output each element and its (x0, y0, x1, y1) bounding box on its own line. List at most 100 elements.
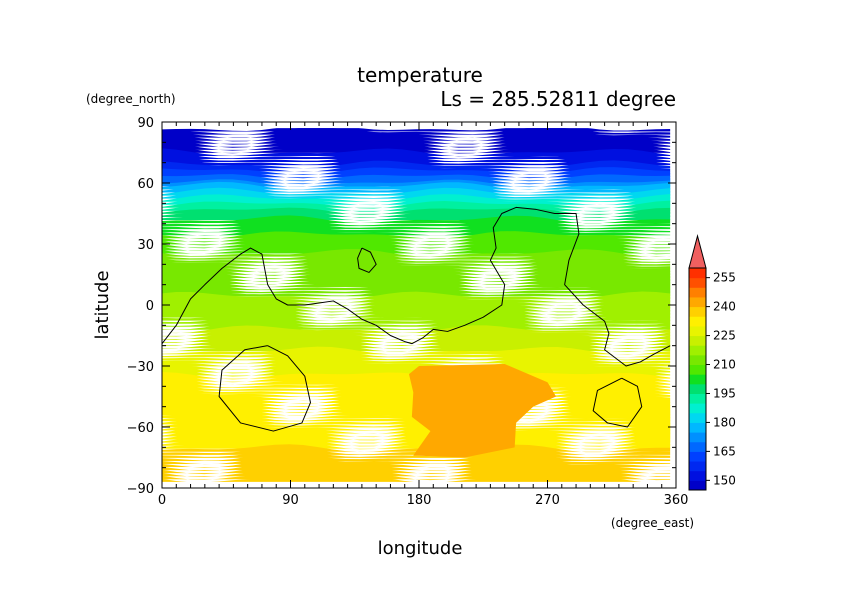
x-tick-label: 0 (158, 493, 166, 508)
colorbar-segment (689, 345, 706, 356)
temperature-band (162, 310, 671, 319)
colorbar-segment (689, 287, 706, 298)
y-tick-label: 90 (137, 116, 154, 131)
temperature-band (162, 254, 671, 263)
y-axis-label: latitude (92, 270, 113, 339)
colorbar-segment (689, 325, 706, 337)
temperature-band (162, 148, 671, 157)
colorbar-segment (689, 393, 706, 404)
colorbar-segment (689, 383, 706, 394)
temperature-band (162, 151, 671, 160)
temperature-band (162, 251, 671, 260)
temperature-band (162, 145, 671, 154)
colorbar-segment (689, 364, 706, 375)
temperature-band (162, 313, 671, 322)
chart-title: temperature (357, 63, 483, 87)
temperature-band (162, 422, 671, 431)
colorbar-segment (689, 403, 706, 414)
temperature-band (162, 316, 671, 324)
temperature-band (162, 319, 671, 327)
y-units-label: (degree_north) (86, 92, 176, 106)
temperature-band (162, 268, 671, 276)
temperature-band (162, 475, 641, 482)
warm-region-patch (409, 363, 557, 458)
colorbar-extend-arrow (688, 234, 707, 269)
colorbar-segment (689, 306, 706, 317)
colorbar-segment (689, 374, 706, 385)
x-units-label: (degree_east) (611, 516, 694, 530)
y-tick-label: 0 (146, 299, 154, 314)
colorbar-segment (689, 441, 706, 452)
colorbar-segment (689, 461, 706, 472)
colorbar-segment (689, 335, 706, 346)
colorbar-tick-label: 210 (713, 358, 736, 372)
colorbar-segment (689, 296, 706, 308)
x-tick-label: 180 (407, 493, 432, 508)
colorbar-tick-label: 195 (713, 386, 736, 400)
temperature-band (162, 249, 671, 257)
colorbar-segment (689, 354, 706, 366)
temperature-band (162, 307, 671, 316)
temperature-field (162, 128, 671, 482)
colorbar-segment (689, 277, 706, 288)
colorbar-tick-label: 180 (713, 415, 736, 429)
temperature-band (162, 246, 671, 255)
contour-line (592, 377, 643, 428)
x-tick-label: 270 (535, 493, 560, 508)
contour-line (357, 247, 377, 273)
temperature-band (162, 170, 671, 179)
colorbar-segment (689, 451, 706, 462)
temperature-band (162, 181, 671, 190)
temperature-band (162, 298, 671, 307)
temperature-band (162, 128, 671, 132)
temperature-band (162, 176, 671, 185)
x-axis-label: longitude (378, 538, 463, 559)
colorbar-tick-label: 240 (713, 300, 736, 314)
y-tick-label: 30 (137, 238, 154, 253)
temperature-band (162, 325, 671, 334)
colorbar-tick-label: 225 (713, 329, 736, 343)
temperature-band (162, 328, 671, 337)
temperature-band (162, 264, 671, 273)
temperature-band (162, 160, 671, 169)
colorbar-tick-label: 255 (713, 271, 736, 285)
temperature-band (162, 190, 671, 199)
temperature-band (162, 184, 671, 193)
temperature-band (162, 261, 671, 270)
colorbar-segment (689, 432, 706, 443)
colorbar-tick-label: 150 (713, 473, 736, 487)
temperature-band (162, 194, 671, 202)
temperature-band (162, 419, 671, 428)
contour-line (218, 345, 311, 432)
colorbar: 255 240 225 210 195 180 165 150 (688, 234, 736, 491)
topography-contours (162, 206, 671, 432)
temperature-band (162, 322, 671, 330)
colorbar-tick-label: 165 (713, 444, 736, 458)
x-tick-label: 360 (664, 493, 689, 508)
x-tick-label: 90 (282, 493, 299, 508)
colorbar-segment (689, 412, 706, 423)
temperature-band (162, 167, 671, 176)
colorbar-segment (689, 422, 706, 433)
y-tick-label: −30 (127, 360, 154, 375)
colorbar-segment (689, 268, 706, 279)
y-tick-label: −90 (127, 482, 154, 497)
temperature-band (162, 301, 671, 310)
y-tick-label: 60 (137, 177, 154, 192)
temperature-band (162, 187, 671, 196)
colorbar-segment (689, 470, 706, 481)
temperature-band (162, 163, 671, 172)
temperature-band (162, 174, 671, 182)
temperature-band (162, 258, 671, 266)
temperature-band (162, 425, 671, 434)
colorbar-segment (689, 316, 706, 327)
temperature-band (162, 416, 671, 425)
temperature-band (162, 154, 671, 163)
temperature-band (162, 157, 671, 166)
y-tick-label: −60 (127, 421, 154, 436)
axis-ticks: 0 90 180 270 360 90 60 30 0 −30 −60 −90 (127, 116, 689, 508)
chart-subtitle: Ls = 285.52811 degree (440, 87, 676, 111)
colorbar-segment (689, 480, 706, 491)
temperature-band (162, 179, 671, 188)
